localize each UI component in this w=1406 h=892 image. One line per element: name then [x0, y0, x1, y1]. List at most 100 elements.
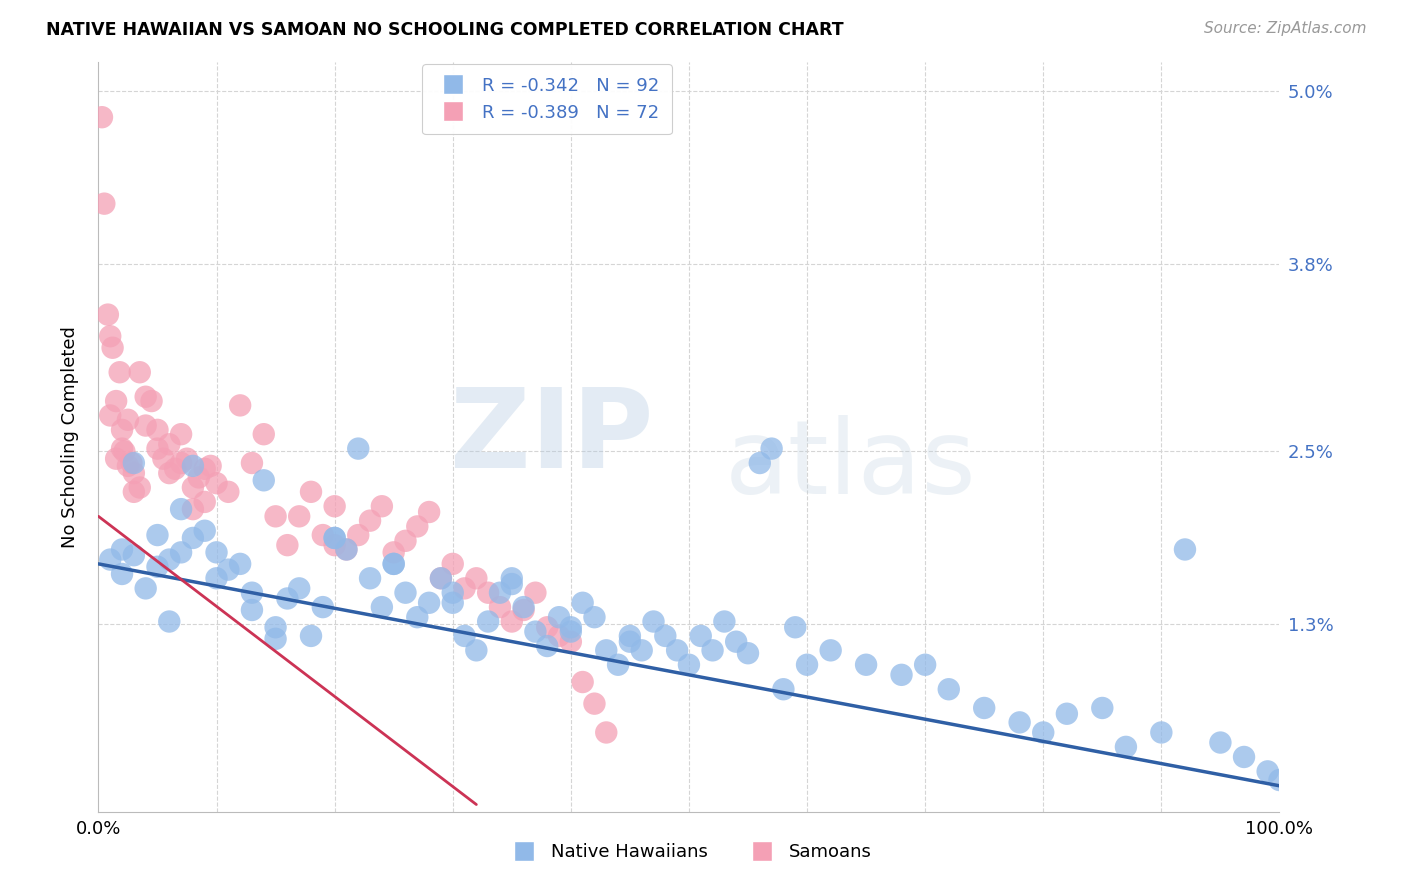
- Point: [501, 615, 523, 629]
- Point: [524, 624, 547, 639]
- Point: [181, 481, 204, 495]
- Point: [938, 682, 960, 697]
- Point: [264, 620, 287, 634]
- Point: [98, 409, 121, 423]
- Point: [93, 196, 115, 211]
- Point: [347, 442, 370, 456]
- Text: ZIP: ZIP: [450, 384, 654, 491]
- Point: [371, 600, 394, 615]
- Point: [98, 552, 121, 566]
- Point: [122, 456, 145, 470]
- Point: [820, 643, 842, 657]
- Point: [157, 552, 180, 566]
- Point: [299, 629, 322, 643]
- Point: [382, 557, 405, 571]
- Point: [323, 500, 346, 514]
- Point: [512, 603, 534, 617]
- Point: [181, 458, 204, 473]
- Point: [406, 519, 429, 533]
- Point: [128, 481, 150, 495]
- Point: [117, 458, 139, 473]
- Point: [229, 557, 252, 571]
- Point: [1008, 715, 1031, 730]
- Point: [121, 456, 143, 470]
- Point: [312, 528, 335, 542]
- Point: [477, 585, 499, 599]
- Point: [128, 365, 150, 379]
- Point: [560, 620, 582, 634]
- Point: [394, 585, 416, 599]
- Point: [111, 542, 134, 557]
- Point: [1115, 739, 1137, 754]
- Point: [737, 646, 759, 660]
- Point: [571, 596, 593, 610]
- Point: [135, 582, 157, 596]
- Point: [276, 538, 298, 552]
- Point: [299, 484, 322, 499]
- Point: [1209, 735, 1232, 749]
- Point: [418, 596, 440, 610]
- Point: [772, 682, 794, 697]
- Point: [101, 341, 124, 355]
- Point: [512, 600, 534, 615]
- Point: [441, 557, 464, 571]
- Point: [187, 470, 209, 484]
- Point: [157, 615, 180, 629]
- Point: [1150, 725, 1173, 739]
- Point: [571, 675, 593, 690]
- Text: NATIVE HAWAIIAN VS SAMOAN NO SCHOOLING COMPLETED CORRELATION CHART: NATIVE HAWAIIAN VS SAMOAN NO SCHOOLING C…: [46, 21, 844, 38]
- Point: [595, 643, 617, 657]
- Point: [152, 451, 174, 466]
- Point: [536, 620, 558, 634]
- Point: [643, 615, 665, 629]
- Point: [146, 559, 169, 574]
- Text: Source: ZipAtlas.com: Source: ZipAtlas.com: [1204, 21, 1367, 36]
- Point: [97, 308, 120, 322]
- Point: [453, 629, 475, 643]
- Point: [108, 365, 131, 379]
- Point: [157, 466, 180, 480]
- Point: [165, 462, 187, 476]
- Point: [135, 418, 157, 433]
- Point: [1257, 764, 1279, 779]
- Point: [890, 668, 912, 682]
- Point: [146, 423, 169, 437]
- Point: [725, 634, 748, 648]
- Point: [200, 458, 222, 473]
- Point: [122, 466, 145, 480]
- Point: [240, 603, 263, 617]
- Point: [489, 585, 512, 599]
- Point: [240, 585, 263, 599]
- Point: [112, 444, 135, 458]
- Point: [312, 600, 335, 615]
- Point: [371, 500, 394, 514]
- Point: [619, 634, 641, 648]
- Point: [560, 634, 582, 648]
- Point: [141, 394, 163, 409]
- Point: [105, 394, 128, 409]
- Point: [170, 545, 193, 559]
- Point: [229, 398, 252, 412]
- Point: [359, 571, 381, 585]
- Point: [335, 542, 357, 557]
- Point: [217, 563, 239, 577]
- Point: [394, 533, 416, 548]
- Point: [288, 582, 311, 596]
- Text: atlas: atlas: [724, 416, 976, 516]
- Legend: Native Hawaiians, Samoans: Native Hawaiians, Samoans: [499, 836, 879, 869]
- Point: [335, 542, 357, 557]
- Point: [914, 657, 936, 672]
- Point: [430, 571, 453, 585]
- Point: [181, 502, 204, 516]
- Point: [323, 531, 346, 545]
- Point: [524, 585, 547, 599]
- Point: [217, 484, 239, 499]
- Point: [1233, 750, 1256, 764]
- Point: [477, 615, 499, 629]
- Point: [105, 451, 128, 466]
- Point: [713, 615, 735, 629]
- Point: [761, 442, 783, 456]
- Point: [1268, 772, 1291, 787]
- Point: [1056, 706, 1078, 721]
- Point: [146, 442, 169, 456]
